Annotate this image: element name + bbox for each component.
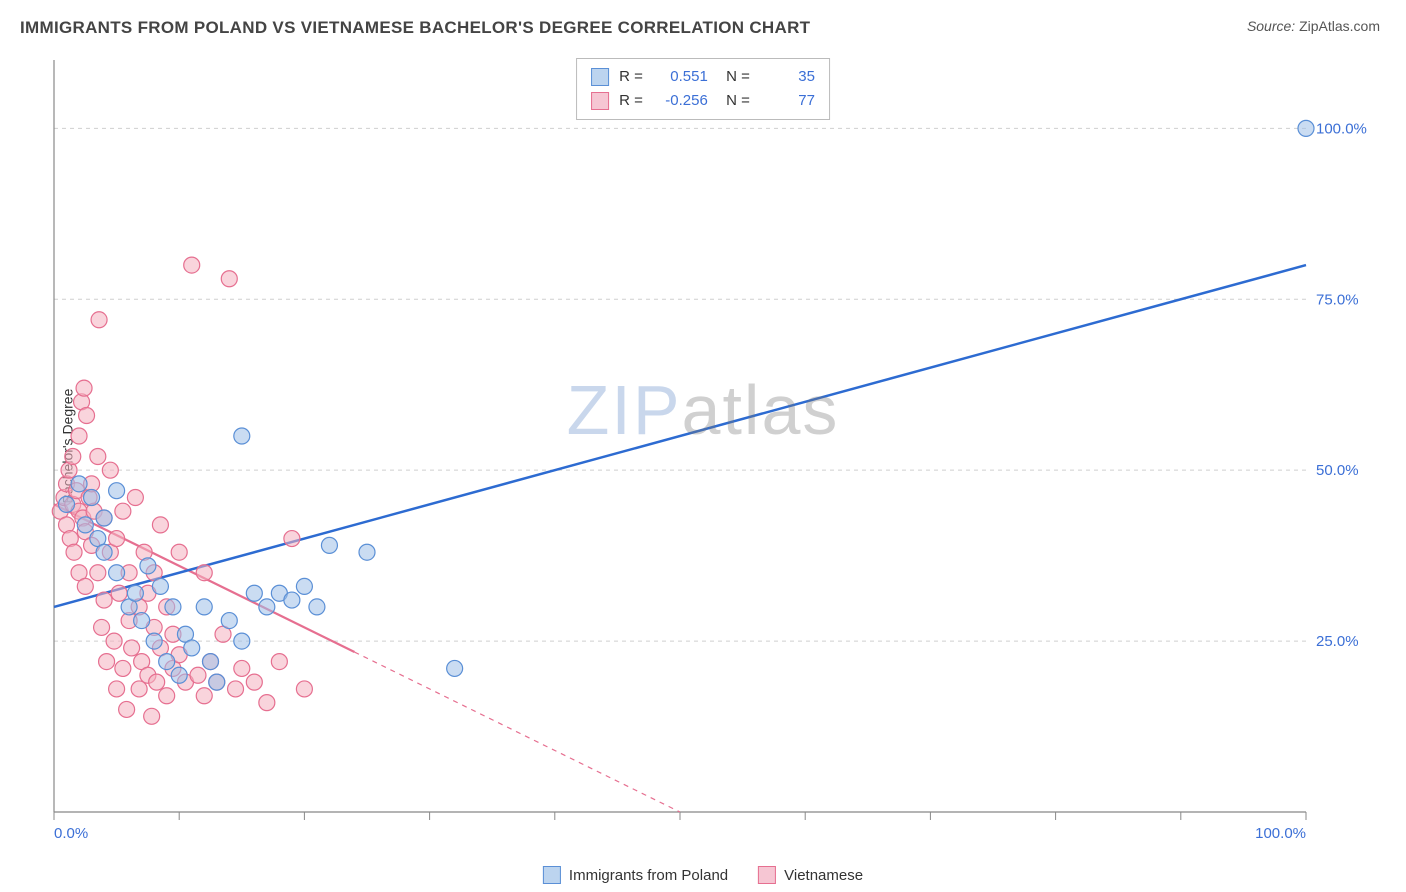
source-label: Source: bbox=[1247, 18, 1295, 34]
r-label: R = bbox=[619, 89, 643, 113]
legend-label-vietnamese: Vietnamese bbox=[784, 867, 863, 884]
svg-text:100.0%: 100.0% bbox=[1316, 120, 1367, 137]
n-label: N = bbox=[718, 89, 750, 113]
swatch-poland bbox=[591, 68, 609, 86]
swatch-poland bbox=[543, 866, 561, 884]
swatch-vietnamese bbox=[758, 866, 776, 884]
correlation-legend: R = 0.551 N = 35 R = -0.256 N = 77 bbox=[576, 58, 830, 120]
legend-item-poland: Immigrants from Poland bbox=[543, 866, 728, 884]
svg-text:75.0%: 75.0% bbox=[1316, 291, 1359, 308]
svg-text:25.0%: 25.0% bbox=[1316, 633, 1359, 650]
legend-label-poland: Immigrants from Poland bbox=[569, 867, 728, 884]
svg-text:100.0%: 100.0% bbox=[1255, 825, 1306, 842]
n-value-vietnamese: 77 bbox=[760, 89, 815, 113]
n-label: N = bbox=[718, 65, 750, 89]
svg-text:50.0%: 50.0% bbox=[1316, 462, 1359, 479]
n-value-poland: 35 bbox=[760, 65, 815, 89]
chart-plot-area: 25.0% 50.0% 75.0% 100.0% 0.0% 100.0% bbox=[50, 50, 1386, 842]
legend-row-poland: R = 0.551 N = 35 bbox=[591, 65, 815, 89]
source-attribution: Source: ZipAtlas.com bbox=[1247, 18, 1380, 34]
svg-text:0.0%: 0.0% bbox=[54, 825, 88, 842]
source-value: ZipAtlas.com bbox=[1299, 18, 1380, 34]
legend-item-vietnamese: Vietnamese bbox=[758, 866, 863, 884]
chart-title: IMMIGRANTS FROM POLAND VS VIETNAMESE BAC… bbox=[20, 18, 810, 38]
legend-row-vietnamese: R = -0.256 N = 77 bbox=[591, 89, 815, 113]
swatch-vietnamese bbox=[591, 92, 609, 110]
r-label: R = bbox=[619, 65, 643, 89]
scatter-plot-svg: 25.0% 50.0% 75.0% 100.0% 0.0% 100.0% bbox=[50, 50, 1386, 842]
series-legend: Immigrants from Poland Vietnamese bbox=[543, 866, 863, 884]
r-value-vietnamese: -0.256 bbox=[653, 89, 708, 113]
r-value-poland: 0.551 bbox=[653, 65, 708, 89]
